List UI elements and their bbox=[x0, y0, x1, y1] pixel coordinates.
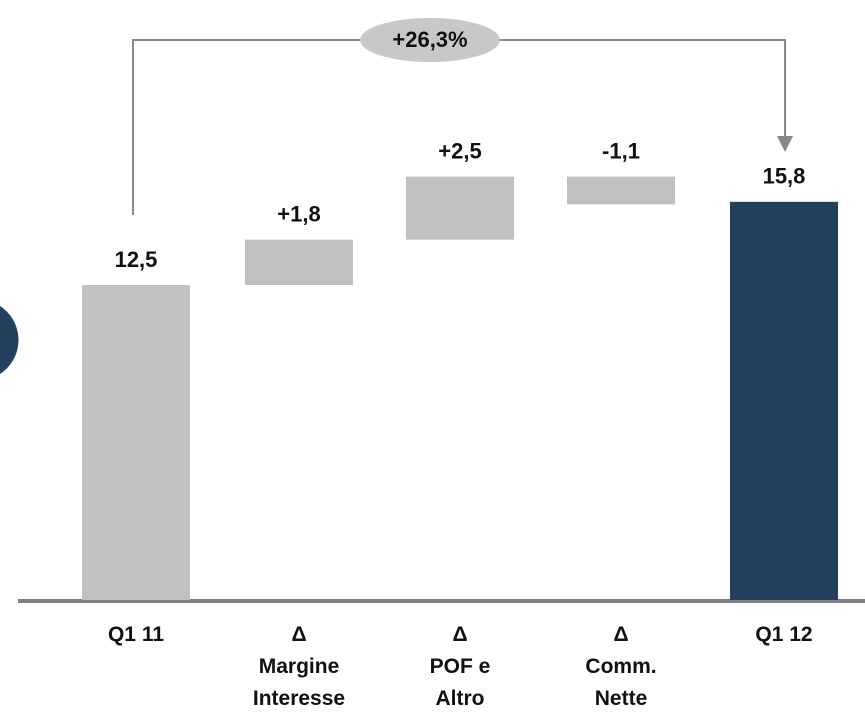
x-tick-label: Q1 11 bbox=[107, 623, 165, 646]
bar bbox=[82, 285, 190, 600]
value-label: +2,5 bbox=[438, 138, 481, 163]
x-tick-label: Q1 12 bbox=[755, 623, 813, 646]
bar bbox=[406, 176, 514, 240]
side-badge bbox=[0, 302, 22, 378]
annotation: +26,3% bbox=[392, 27, 467, 52]
x-tick-label: Δ Comm. Nette bbox=[585, 623, 657, 710]
bar bbox=[567, 176, 675, 205]
annotation-bubble bbox=[360, 18, 500, 62]
x-tick-label: Δ Margine Interesse bbox=[252, 623, 346, 710]
bar bbox=[730, 201, 838, 600]
value-label: -1,1 bbox=[602, 138, 640, 163]
x-tick-label: Δ POF e Altro bbox=[429, 623, 491, 710]
bar bbox=[245, 239, 353, 285]
value-label: 15,8 bbox=[763, 164, 806, 189]
arrow-head bbox=[777, 136, 793, 152]
value-label: 12,5 bbox=[115, 247, 158, 272]
value-label: +1,8 bbox=[277, 201, 320, 226]
